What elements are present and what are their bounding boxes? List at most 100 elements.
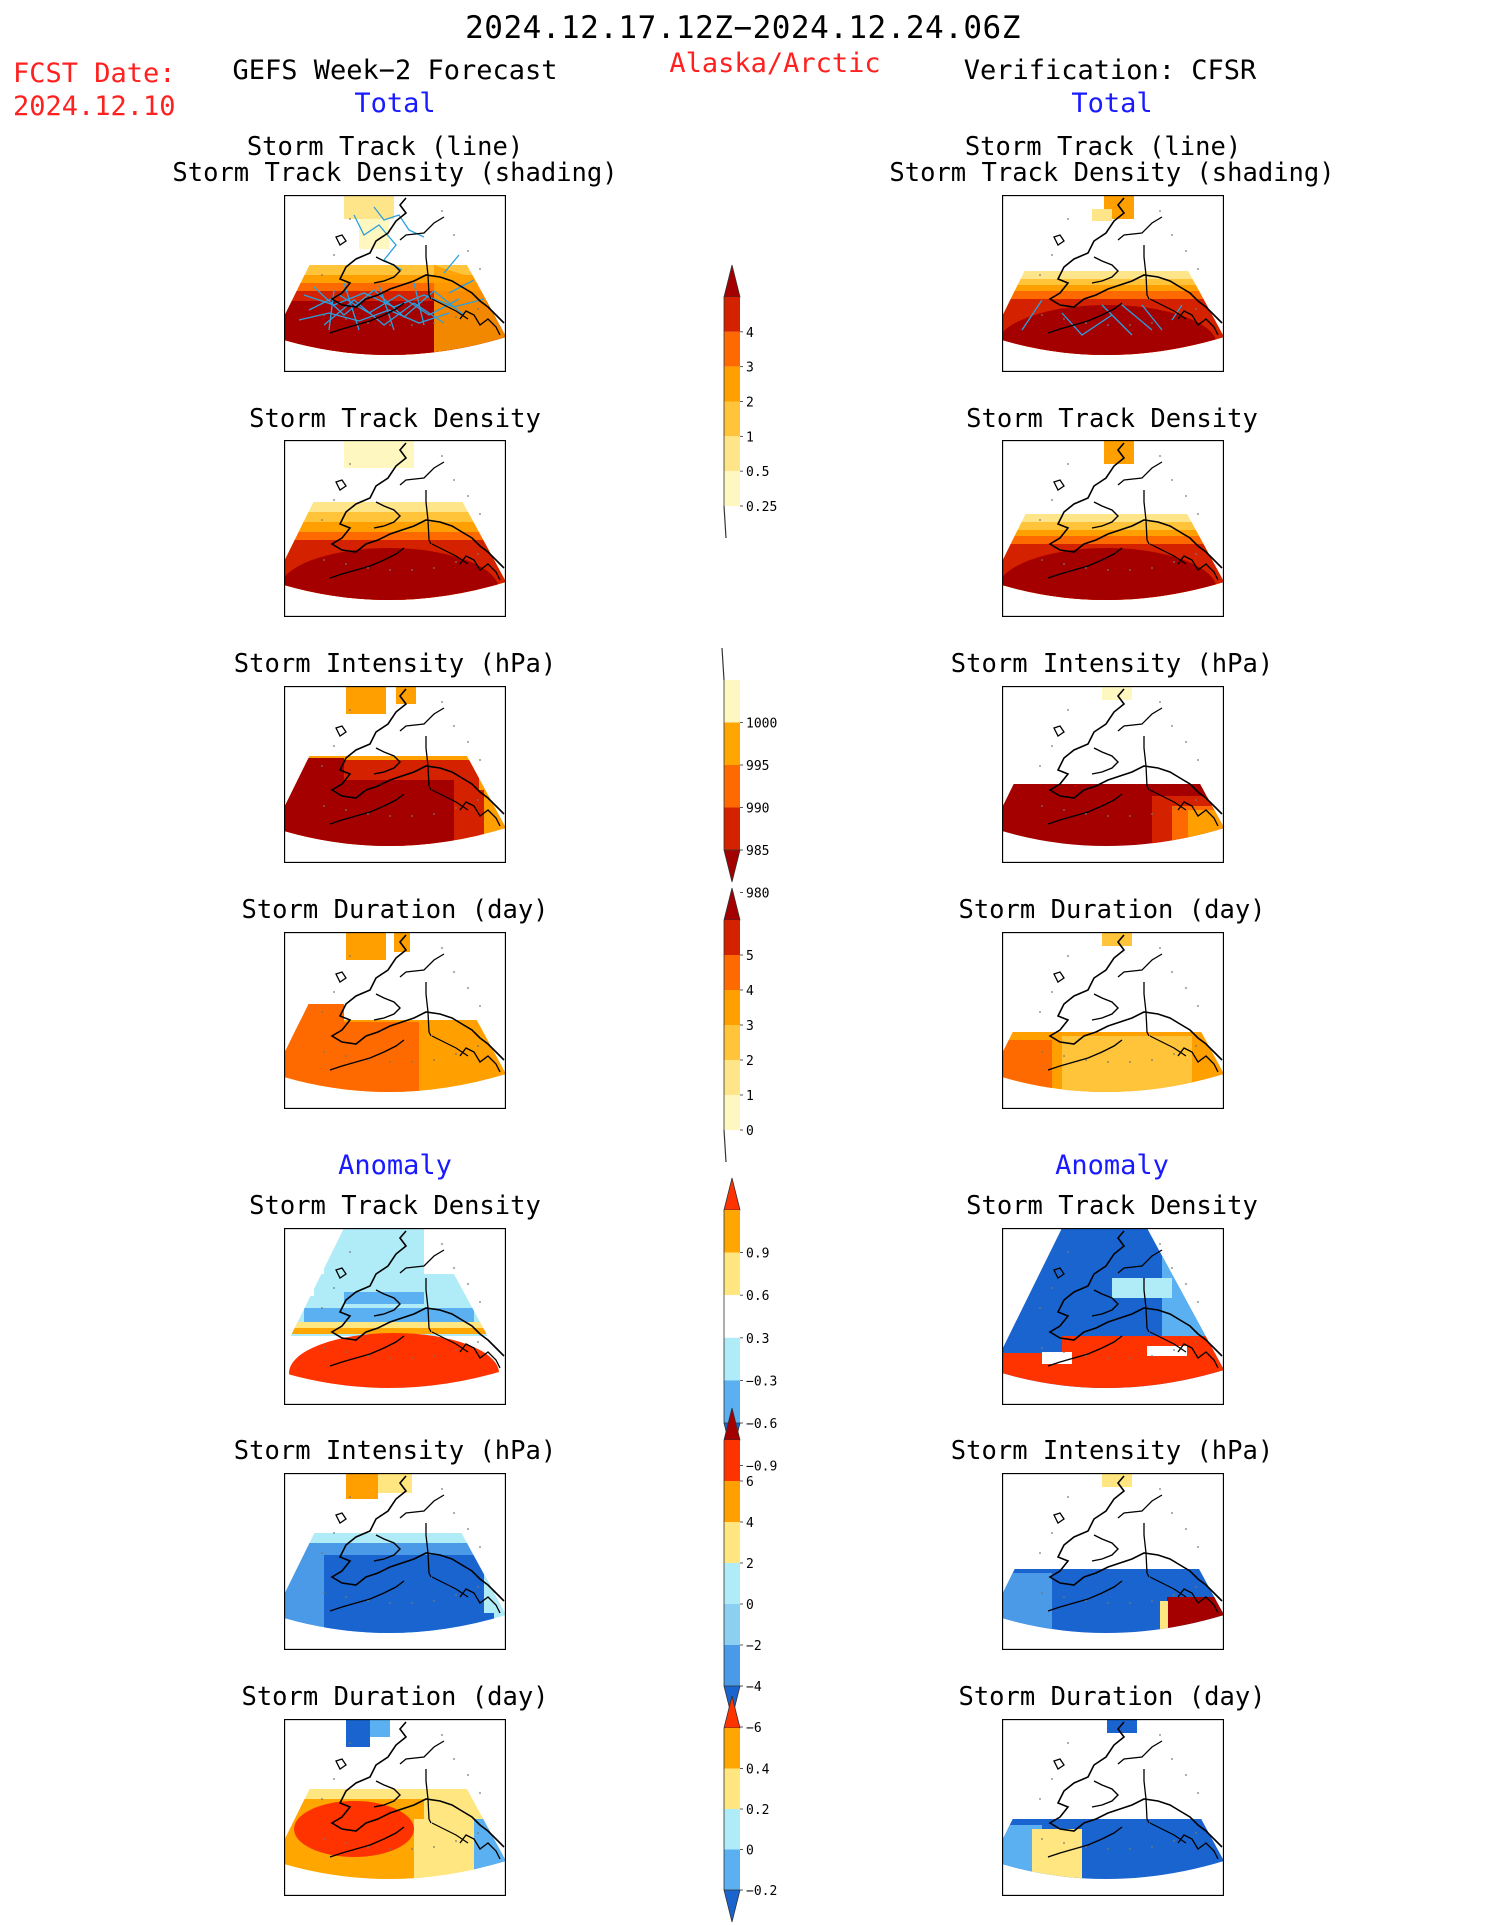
colorbar-label: 4 [746,984,754,999]
colorbar-segment [724,401,740,437]
colorbar-segment [724,436,740,472]
colorbar-label: −0.9 [746,1460,777,1475]
colorbar-segment [724,1295,740,1338]
colorbar-segment [724,1252,740,1296]
colorbar-label: 1 [746,1089,754,1104]
panel-title-duration-anom-left: Storm Duration (day) [241,1682,549,1712]
colorbar-segment [724,331,740,367]
colorbar-intensity-total: 1000 995 990 985 980 [721,647,777,902]
colorbar-duration-anom: 0.40.20−0.2−0.4 [723,1695,777,1925]
panel-title-track-shading-right: Storm Track Density (shading) [889,158,1335,188]
colorbar-bottom-end [723,1129,727,1163]
colorbar-label: 995 [746,759,769,774]
colorbar-top-arrow [723,264,741,298]
colorbar-segment [724,680,740,723]
colorbar-segment [724,1060,740,1095]
colorbar-segment [724,1025,740,1060]
colorbar-density-anom: 0.9 0.6 0.3 −0.3 −0.6 −0.9 [723,1177,777,1475]
colorbar-segment [724,1440,740,1481]
colorbar-segment [724,366,740,402]
colorbar-intensity-anom: 6 4 2 0 −2 −4 −6 [723,1407,762,1736]
colorbar-top-arrow [723,1177,741,1211]
map-forecast-density [284,440,506,617]
map-verification-density [1002,440,1224,617]
colorbar-top-arrow [723,1695,741,1729]
panel-title-track-line-right: Storm Track (line) [964,132,1242,162]
colorbar-segment [724,807,740,850]
colorbar-segment [724,1849,740,1890]
colorbar-top-arrow [723,887,741,921]
panel-title-density-anom-left: Storm Track Density [249,1191,541,1221]
forecast-column-title: GEFS Week−2 Forecast [232,55,558,86]
colorbar-label: −4 [746,1680,762,1695]
map-forecast-intensity-anomaly [284,1473,506,1650]
map-forecast-intensity [284,686,506,863]
panel-title-track-shading-left: Storm Track Density (shading) [172,158,618,188]
colorbar-label: 2 [746,1054,754,1069]
colorbar-segment [724,1095,740,1130]
colorbar-segment [724,990,740,1025]
colorbar-segment [724,297,740,332]
map-forecast-track-line [284,195,506,372]
map-verification-duration-anomaly [1002,1719,1224,1896]
colorbar-label: 1000 [746,717,777,732]
panel-title-intensity-right: Storm Intensity (hPa) [950,649,1274,679]
map-verification-intensity [1002,686,1224,863]
colorbar-segment [724,1563,740,1604]
region-title: Alaska/Arctic [669,48,881,79]
colorbar-label: 3 [746,1019,754,1034]
total-section-label-right: Total [1071,88,1153,119]
total-section-label-left: Total [354,88,436,119]
colorbar-label: 1 [746,430,754,445]
colorbar-segment [724,1380,740,1423]
map-verification-duration [1002,932,1224,1109]
colorbar-label: 2 [746,1557,754,1572]
colorbar-segment [724,722,740,765]
map-forecast-duration [284,932,506,1109]
panel-title-intensity-left: Storm Intensity (hPa) [233,649,557,679]
panel-title-track-line-left: Storm Track (line) [246,132,524,162]
panel-title-duration-left: Storm Duration (day) [241,895,549,925]
map-verification-track-line [1002,195,1224,372]
panel-title-intensity-anom-right: Storm Intensity (hPa) [950,1436,1274,1466]
colorbar-segment [724,765,740,808]
colorbar-label: 980 [746,887,769,902]
verification-column-title: Verification: CFSR [963,55,1257,86]
colorbar-segment [724,1522,740,1563]
anomaly-section-label-right: Anomaly [1055,1150,1169,1181]
panel-title-duration-anom-right: Storm Duration (day) [958,1682,1266,1712]
colorbar-label: 6 [746,1475,754,1490]
colorbar-label: 0.2 [746,1803,769,1818]
map-verification-intensity-anomaly [1002,1473,1224,1650]
period-title: 2024.12.17.12Z−2024.12.24.06Z [465,10,1021,46]
colorbar-label: 0 [746,1124,754,1139]
colorbar-label: −6 [746,1721,762,1736]
colorbar-label: 2 [746,396,754,411]
colorbar-label: −0.3 [746,1374,777,1389]
colorbar-density-total: 4 3 2 1 0.5 0.25 [723,264,777,539]
panel-title-duration-right: Storm Duration (day) [958,895,1266,925]
colorbar-bottom-end [723,505,727,539]
colorbar-duration-total: 5 4 3 2 1 0 [723,887,754,1163]
panel-title-density-right: Storm Track Density [966,404,1258,434]
colorbar-label: 0.3 [746,1332,769,1347]
colorbar-label: −0.2 [746,1884,777,1899]
panel-title-density-anom-right: Storm Track Density [966,1191,1258,1221]
colorbar-segment [724,1210,740,1253]
colorbar-label: 0.25 [746,500,777,515]
colorbar-label: 0.5 [746,465,769,480]
colorbar-segment [724,1809,740,1850]
colorbar-label: 0.6 [746,1289,769,1304]
colorbar-label: 0.9 [746,1247,769,1262]
colorbar-label: −0.6 [746,1417,777,1432]
colorbar-label: 990 [746,802,769,817]
colorbar-bottom-arrow [723,1889,741,1923]
colorbar-label: 3 [746,361,754,376]
colorbar-segment [724,920,740,955]
colorbar-label: 0 [746,1844,754,1859]
colorbar-label: −2 [746,1639,762,1654]
colorbar-label: 985 [746,844,769,859]
colorbar-top-end [721,647,725,681]
colorbar-segment [724,1604,740,1645]
